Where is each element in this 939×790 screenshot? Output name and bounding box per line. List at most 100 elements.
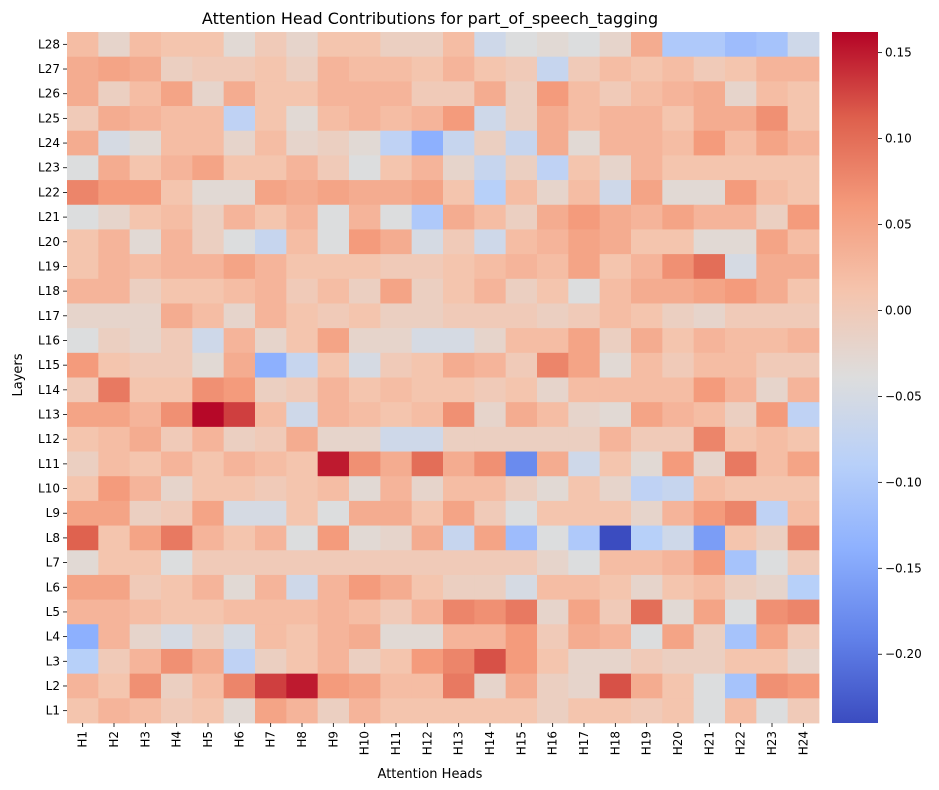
heatmap-cell — [255, 476, 287, 502]
heatmap-cell — [161, 56, 193, 82]
heatmap-cell — [443, 624, 475, 650]
y-axis-label: Layers — [11, 353, 26, 396]
heatmap-cell — [505, 377, 538, 403]
y-tick-label: L18 — [38, 284, 60, 298]
heatmap-cell — [98, 254, 131, 280]
heatmap-cell — [380, 599, 413, 625]
heatmap-cell — [98, 451, 131, 477]
heatmap-cell — [98, 130, 131, 156]
heatmap-cell — [599, 673, 632, 699]
heatmap-cell — [631, 352, 663, 378]
heatmap-cell — [662, 426, 695, 452]
heatmap-cell — [349, 698, 381, 724]
heatmap-cell — [443, 476, 475, 502]
x-tick-label: H18 — [608, 731, 622, 755]
heatmap-cell — [286, 476, 319, 502]
x-tick-label: H3 — [138, 731, 152, 748]
heatmap-cell — [349, 451, 381, 477]
heatmap-cell — [631, 229, 663, 255]
heatmap-cell — [411, 254, 444, 280]
heatmap-cell — [505, 574, 538, 601]
heatmap-cell — [129, 673, 162, 699]
heatmap-cell — [693, 673, 726, 699]
heatmap-cell — [505, 130, 538, 156]
heatmap-cell — [129, 278, 162, 304]
heatmap-cell — [662, 180, 695, 206]
heatmap-cell — [223, 525, 256, 551]
heatmap-cell — [568, 106, 601, 132]
colorbar-tick-label: 0.15 — [885, 46, 912, 60]
heatmap-cell — [756, 648, 789, 675]
heatmap-cell — [286, 204, 319, 230]
x-tick-label: H12 — [420, 731, 434, 755]
heatmap-cell — [317, 698, 350, 724]
colorbar-tick-label: −0.05 — [885, 389, 922, 403]
heatmap-cell — [161, 624, 193, 650]
heatmap-cell — [129, 229, 162, 255]
heatmap-cell — [662, 525, 695, 551]
heatmap-cell — [223, 328, 256, 354]
heatmap-cell — [693, 525, 726, 551]
heatmap-cell — [537, 204, 569, 230]
y-tick-label: L4 — [46, 630, 60, 644]
heatmap-cell — [787, 303, 820, 329]
heatmap-cell — [662, 574, 695, 601]
heatmap-cell — [286, 106, 319, 132]
heatmap-cell — [380, 550, 413, 576]
heatmap-cell — [161, 525, 193, 551]
heatmap-cell — [317, 599, 350, 625]
heatmap-cell — [725, 624, 757, 650]
heatmap-cell — [756, 451, 789, 477]
heatmap-cell — [192, 204, 225, 230]
heatmap-cell — [474, 402, 507, 428]
heatmap-cell — [380, 352, 413, 378]
heatmap-cell — [411, 130, 444, 156]
heatmap-cell — [693, 500, 726, 526]
heatmap-cell — [223, 550, 256, 576]
x-tick-label: H5 — [201, 731, 215, 748]
y-tick-label: L25 — [38, 111, 60, 125]
heatmap-cell — [317, 476, 350, 502]
heatmap-cell — [192, 476, 225, 502]
heatmap-cell — [349, 377, 381, 403]
heatmap-cell — [129, 254, 162, 280]
heatmap-cell — [380, 278, 413, 304]
heatmap-cell — [756, 56, 789, 82]
heatmap-cell — [349, 303, 381, 329]
heatmap-cell — [161, 32, 193, 58]
heatmap-cell — [756, 426, 789, 452]
heatmap-cell — [317, 204, 350, 230]
heatmap-cell — [223, 81, 256, 107]
heatmap-cell — [693, 204, 726, 230]
heatmap-cell — [349, 352, 381, 378]
heatmap-cell — [411, 377, 444, 403]
x-axis-ticks: H1 H2 H3 H4 H5 H6 H7 H8 H9 H10 H11 H12 H13 H14 H15 H16 H… — [76, 723, 810, 755]
heatmap-cell — [787, 550, 820, 576]
heatmap-cell — [787, 451, 820, 477]
heatmap-cell — [349, 106, 381, 132]
heatmap-cell — [787, 377, 820, 403]
heatmap-cell — [161, 648, 193, 675]
heatmap-cell — [98, 180, 131, 206]
y-tick-label: L7 — [46, 556, 60, 570]
heatmap-cell — [223, 426, 256, 452]
heatmap-cell — [568, 451, 601, 477]
heatmap-cell — [255, 81, 287, 107]
heatmap-cell — [662, 352, 695, 378]
colorbar: 0.15 0.10 0.05 0.00 −0.05 −0.10 −0.15 −0.20 — [832, 32, 922, 723]
heatmap-cell — [443, 377, 475, 403]
heatmap-cell — [255, 377, 287, 403]
heatmap-cell — [161, 500, 193, 526]
x-tick-label: H21 — [702, 731, 716, 755]
heatmap-cell — [380, 525, 413, 551]
x-tick-label: H13 — [452, 731, 466, 755]
heatmap-cell — [286, 254, 319, 280]
heatmap-cell — [568, 130, 601, 156]
heatmap-cell — [568, 698, 601, 724]
x-tick-label: H24 — [796, 731, 810, 755]
heatmap-cell — [662, 624, 695, 650]
heatmap-cell — [317, 180, 350, 206]
heatmap-cell — [161, 328, 193, 354]
heatmap-cell — [67, 426, 99, 452]
heatmap-cell — [599, 698, 632, 724]
